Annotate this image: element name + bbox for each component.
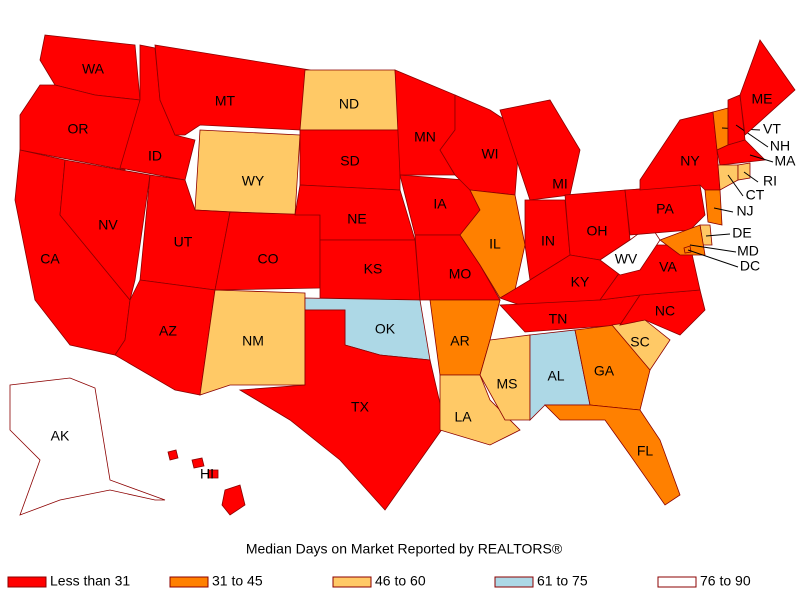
state-ct — [717, 164, 739, 191]
map-title: Median Days on Market Reported by REALTO… — [246, 541, 563, 557]
state-label: NH — [770, 138, 790, 154]
state-label: TN — [549, 311, 568, 327]
state-nm — [199, 289, 306, 396]
state-ak — [9, 377, 166, 516]
state-ma — [716, 139, 766, 166]
state-label: LA — [454, 409, 472, 425]
state-mo — [414, 234, 501, 301]
state-label: DE — [732, 225, 751, 241]
state-ri — [737, 162, 751, 181]
state-label: MI — [552, 176, 568, 192]
state-mi — [499, 99, 581, 201]
state-label: FL — [637, 443, 654, 459]
state-hi-island — [191, 457, 205, 469]
state-label: KS — [364, 261, 383, 277]
state-label: SD — [340, 153, 359, 169]
state-label: AZ — [159, 323, 177, 339]
state-label: OR — [68, 121, 89, 137]
state-tx — [238, 309, 446, 511]
state-label: MT — [215, 93, 236, 109]
state-label: VT — [763, 121, 781, 137]
state-label: NC — [655, 303, 675, 319]
leader-line — [743, 171, 759, 183]
legend-label: 46 to 60 — [375, 573, 426, 589]
leader-line — [735, 124, 769, 148]
state-label: VA — [659, 259, 677, 275]
state-label: MN — [414, 129, 436, 145]
legend-label: Less than 31 — [50, 573, 130, 589]
state-dc — [683, 245, 692, 254]
state-label: MS — [497, 376, 518, 392]
state-md — [659, 224, 706, 256]
state-label: IA — [433, 196, 447, 212]
state-me — [739, 39, 796, 136]
state-nv — [59, 159, 151, 301]
state-label: MO — [449, 266, 472, 282]
state-label: CT — [746, 187, 765, 203]
state-label: WA — [82, 61, 105, 77]
legend-swatch — [332, 576, 372, 588]
state-label: DC — [740, 258, 760, 274]
state-label: AR — [450, 333, 469, 349]
state-label: CO — [258, 251, 279, 267]
state-label: ID — [148, 148, 162, 164]
state-label: OK — [375, 321, 396, 337]
state-label: IL — [489, 236, 501, 252]
state-label: TX — [351, 399, 370, 415]
leader-line — [749, 154, 774, 163]
state-label: IN — [541, 233, 555, 249]
state-hi-island — [167, 449, 179, 461]
state-label: ND — [339, 96, 359, 112]
state-label: GA — [594, 363, 615, 379]
leader-line — [687, 249, 739, 268]
state-label: UT — [174, 234, 193, 250]
state-label: OH — [587, 223, 608, 239]
legend-label: 31 to 45 — [212, 573, 263, 589]
state-label: AK — [51, 428, 70, 444]
state-label: WV — [615, 251, 638, 267]
state-label: CA — [40, 251, 60, 267]
state-label: NJ — [736, 203, 753, 219]
state-hi — [221, 484, 246, 516]
legend-swatch — [7, 576, 47, 588]
leader-line — [727, 174, 744, 197]
state-mt — [154, 44, 311, 136]
state-label: PA — [656, 201, 674, 217]
state-label: HI — [200, 466, 214, 482]
state-label: KY — [571, 274, 590, 290]
state-hi-island — [207, 469, 219, 479]
state-ms — [479, 334, 531, 421]
state-label: SC — [630, 334, 649, 350]
state-label: MA — [775, 153, 797, 169]
state-label: NV — [98, 217, 118, 233]
legend-label: 61 to 75 — [537, 573, 588, 589]
legend-label: 76 to 90 — [700, 573, 751, 589]
state-nj — [704, 189, 723, 226]
state-label: WY — [242, 173, 265, 189]
leader-line — [713, 207, 734, 213]
legend-swatch — [169, 576, 209, 588]
state-label: AL — [547, 368, 564, 384]
state-label: NY — [680, 153, 700, 169]
legend-swatch — [494, 576, 534, 588]
state-label: NM — [242, 333, 264, 349]
state-label: NE — [347, 211, 366, 227]
state-label: ME — [752, 91, 773, 107]
state-label: MD — [737, 243, 759, 259]
state-label: WI — [481, 146, 498, 162]
state-ny — [639, 111, 721, 191]
leader-line — [689, 244, 737, 253]
state-label: RI — [763, 173, 777, 189]
leader-line — [705, 233, 731, 237]
legend-swatch — [657, 576, 697, 588]
state-fl — [544, 404, 681, 506]
